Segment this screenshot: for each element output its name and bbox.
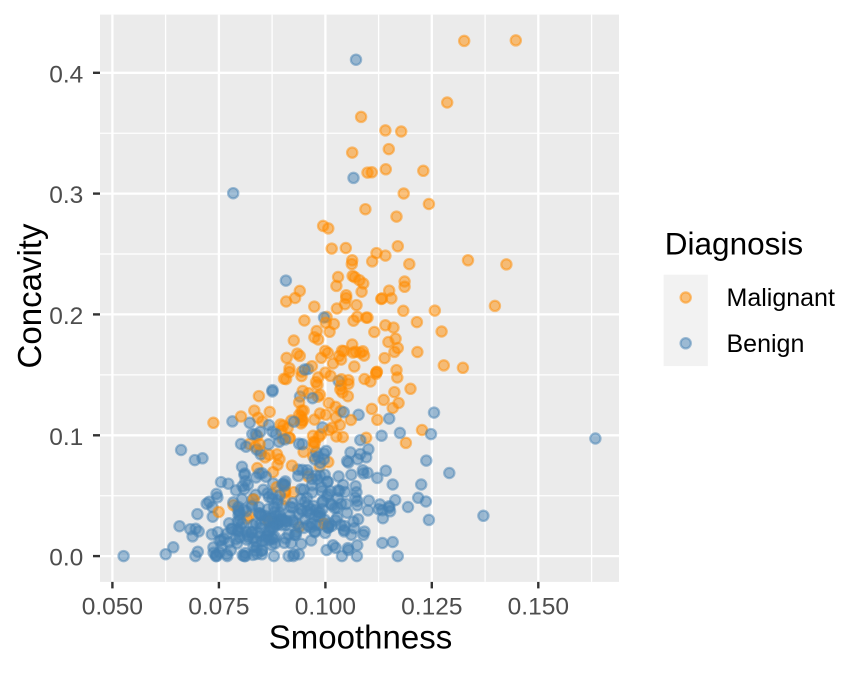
- svg-text:0.0: 0.0: [49, 545, 83, 572]
- svg-text:0.075: 0.075: [188, 594, 249, 621]
- svg-text:0.050: 0.050: [82, 594, 143, 621]
- svg-text:0.100: 0.100: [295, 594, 356, 621]
- svg-text:0.150: 0.150: [508, 594, 569, 621]
- svg-text:0.125: 0.125: [401, 594, 462, 621]
- svg-text:0.4: 0.4: [49, 61, 83, 88]
- svg-text:0.1: 0.1: [49, 424, 83, 451]
- svg-text:Malignant: Malignant: [727, 284, 835, 312]
- svg-text:Smoothness: Smoothness: [269, 619, 452, 656]
- svg-text:0.3: 0.3: [49, 182, 83, 209]
- svg-text:0.2: 0.2: [49, 303, 83, 330]
- svg-text:Concavity: Concavity: [11, 223, 48, 368]
- svg-text:Benign: Benign: [727, 330, 805, 358]
- svg-text:Diagnosis: Diagnosis: [665, 226, 803, 262]
